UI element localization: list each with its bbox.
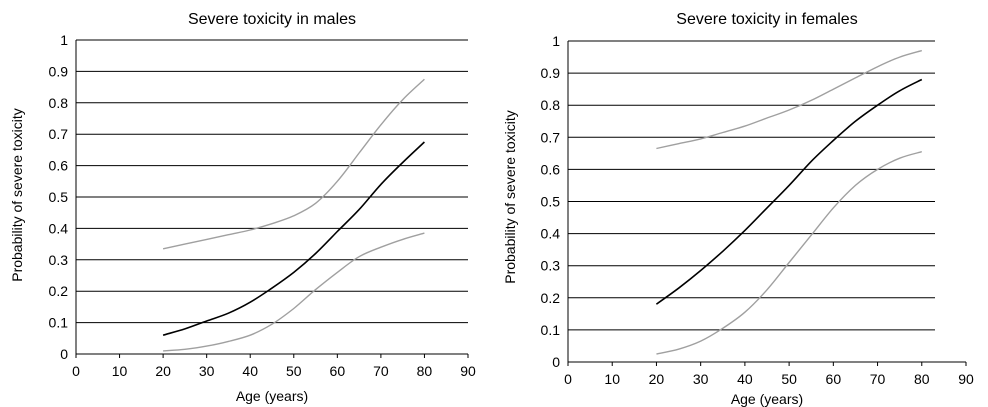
- x-tick-label: 30: [693, 371, 709, 387]
- y-tick-label: 0.8: [541, 97, 561, 113]
- x-tick-label: 40: [737, 371, 753, 387]
- females-chart-panel: Severe toxicity in females Age (years) P…: [502, 11, 974, 407]
- estimate-line: [655, 78, 923, 305]
- y-axis-label: Probability of severe toxicity: [9, 108, 25, 282]
- x-tick-label: 80: [914, 371, 930, 387]
- x-axis-label: Age (years): [236, 388, 308, 404]
- y-tick-label: 0.2: [541, 290, 561, 306]
- y-axis-label: Probability of severe toxicity: [502, 110, 518, 284]
- y-tick-label: 0.3: [49, 252, 69, 268]
- x-tick-label: 60: [330, 363, 346, 379]
- y-tick-label: 1: [60, 32, 68, 48]
- x-tick-label: 90: [460, 363, 476, 379]
- upper-bound-line: [162, 78, 425, 250]
- lower-bound-line: [656, 151, 922, 355]
- x-tick-label: 80: [417, 363, 433, 379]
- x-tick-label: 90: [958, 371, 974, 387]
- x-tick-label: 60: [826, 371, 842, 387]
- y-tick-label: 0.7: [49, 126, 69, 142]
- x-tick-label: 70: [870, 371, 886, 387]
- y-tick-label: 0: [552, 354, 560, 370]
- estimate-line: [162, 141, 425, 336]
- chart-title: Severe toxicity in females: [676, 11, 857, 28]
- males-chart-panel: Severe toxicity in males Age (years) Pro…: [9, 11, 476, 404]
- chart-title: Severe toxicity in males: [188, 11, 356, 28]
- x-tick-label: 50: [781, 371, 797, 387]
- y-tick-label: 0.8: [49, 95, 69, 111]
- x-tick-label: 50: [286, 363, 302, 379]
- x-axis-label: Age (years): [731, 391, 803, 407]
- y-tick-label: 1: [552, 33, 560, 49]
- upper-bound-line: [656, 49, 922, 150]
- y-tick-label: 0.6: [541, 161, 561, 177]
- x-tick-label: 30: [199, 363, 215, 379]
- x-tick-label: 0: [564, 371, 572, 387]
- x-tick-label: 10: [112, 363, 128, 379]
- y-tick-label: 0: [60, 346, 68, 362]
- y-tick-label: 0.1: [541, 322, 561, 338]
- x-tick-label: 20: [649, 371, 665, 387]
- y-tick-label: 0.4: [49, 220, 69, 236]
- lower-bound-line: [163, 232, 425, 352]
- y-tick-label: 0.4: [541, 226, 561, 242]
- y-tick-label: 0.6: [49, 158, 69, 174]
- y-tick-label: 0.9: [541, 65, 561, 81]
- y-tick-label: 0.1: [49, 315, 69, 331]
- x-tick-label: 70: [373, 363, 389, 379]
- y-tick-label: 0.3: [541, 258, 561, 274]
- y-tick-label: 0.5: [49, 189, 69, 205]
- x-tick-label: 0: [72, 363, 80, 379]
- x-tick-label: 20: [155, 363, 171, 379]
- x-tick-label: 10: [604, 371, 620, 387]
- y-tick-label: 0.2: [49, 283, 69, 299]
- y-tick-label: 0.9: [49, 63, 69, 79]
- y-tick-label: 0.5: [541, 194, 561, 210]
- y-tick-label: 0.7: [541, 129, 561, 145]
- x-tick-label: 40: [242, 363, 258, 379]
